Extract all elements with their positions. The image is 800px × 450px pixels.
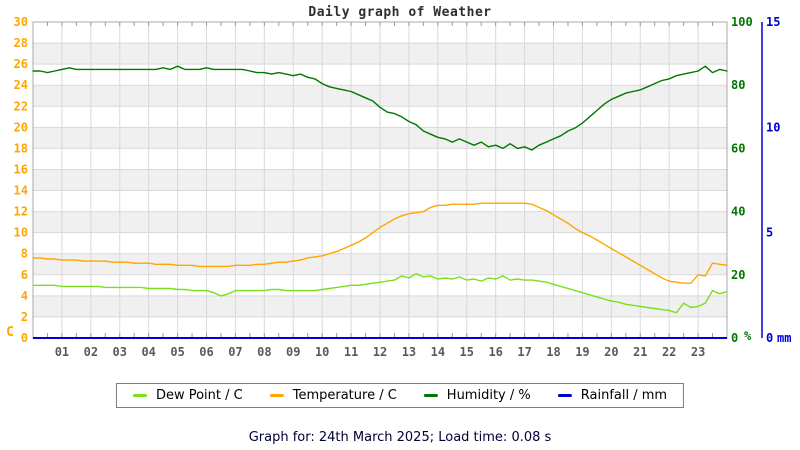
svg-text:22: 22 bbox=[662, 345, 676, 359]
svg-text:14: 14 bbox=[14, 184, 28, 198]
svg-text:17: 17 bbox=[517, 345, 531, 359]
svg-text:13: 13 bbox=[402, 345, 416, 359]
svg-text:mm: mm bbox=[777, 331, 791, 345]
svg-text:C: C bbox=[6, 325, 14, 340]
svg-text:10: 10 bbox=[766, 120, 780, 134]
svg-text:10: 10 bbox=[315, 345, 329, 359]
svg-text:28: 28 bbox=[14, 36, 28, 50]
svg-text:12: 12 bbox=[373, 345, 387, 359]
svg-text:23: 23 bbox=[691, 345, 705, 359]
legend-item-temperature: Temperature / C bbox=[269, 388, 397, 403]
svg-text:8: 8 bbox=[21, 247, 28, 261]
svg-text:18: 18 bbox=[14, 141, 28, 155]
svg-text:20: 20 bbox=[14, 120, 28, 134]
svg-text:04: 04 bbox=[141, 345, 155, 359]
dew-point-swatch-icon bbox=[132, 394, 147, 397]
svg-text:16: 16 bbox=[488, 345, 502, 359]
svg-text:06: 06 bbox=[199, 345, 213, 359]
svg-text:0: 0 bbox=[731, 331, 738, 345]
svg-text:6: 6 bbox=[21, 268, 28, 282]
svg-text:24: 24 bbox=[14, 78, 28, 92]
svg-text:100: 100 bbox=[731, 15, 753, 29]
legend-label-temperature: Temperature / C bbox=[292, 388, 397, 403]
svg-text:0: 0 bbox=[766, 331, 773, 345]
svg-text:22: 22 bbox=[14, 99, 28, 113]
legend-item-humidity: Humidity / % bbox=[423, 388, 531, 403]
svg-text:19: 19 bbox=[575, 345, 589, 359]
svg-text:10: 10 bbox=[14, 226, 28, 240]
svg-text:20: 20 bbox=[604, 345, 618, 359]
svg-text:11: 11 bbox=[344, 345, 358, 359]
temperature-swatch-icon bbox=[269, 394, 284, 397]
legend-label-dew-point: Dew Point / C bbox=[155, 388, 243, 403]
humidity-swatch-icon bbox=[423, 394, 438, 397]
legend-label-humidity: Humidity / % bbox=[446, 388, 531, 403]
chart-title: Daily graph of Weather bbox=[308, 5, 492, 20]
svg-text:08: 08 bbox=[257, 345, 271, 359]
svg-text:15: 15 bbox=[460, 345, 474, 359]
svg-text:20: 20 bbox=[731, 268, 745, 282]
svg-text:14: 14 bbox=[431, 345, 445, 359]
svg-text:2: 2 bbox=[21, 310, 28, 324]
svg-text:4: 4 bbox=[21, 289, 28, 303]
chart-legend: Dew Point / C Temperature / C Humidity /… bbox=[115, 383, 685, 408]
legend-item-dew-point: Dew Point / C bbox=[132, 388, 243, 403]
svg-text:60: 60 bbox=[731, 141, 745, 155]
svg-text:40: 40 bbox=[731, 205, 745, 219]
svg-text:18: 18 bbox=[546, 345, 560, 359]
svg-text:07: 07 bbox=[228, 345, 242, 359]
svg-text:12: 12 bbox=[14, 205, 28, 219]
svg-text:15: 15 bbox=[766, 15, 780, 29]
svg-text:16: 16 bbox=[14, 162, 28, 176]
graph-caption: Graph for: 24th March 2025; Load time: 0… bbox=[248, 430, 552, 445]
svg-text:0: 0 bbox=[21, 331, 28, 345]
legend-item-rainfall: Rainfall / mm bbox=[557, 388, 668, 403]
rainfall-swatch-icon bbox=[557, 394, 572, 397]
svg-text:01: 01 bbox=[55, 345, 69, 359]
svg-text:30: 30 bbox=[14, 15, 28, 29]
svg-text:03: 03 bbox=[113, 345, 127, 359]
svg-text:80: 80 bbox=[731, 78, 745, 92]
svg-text:%: % bbox=[744, 329, 752, 343]
svg-text:5: 5 bbox=[766, 226, 773, 240]
svg-text:02: 02 bbox=[84, 345, 98, 359]
legend-label-rainfall: Rainfall / mm bbox=[580, 388, 668, 403]
svg-text:21: 21 bbox=[633, 345, 647, 359]
svg-text:09: 09 bbox=[286, 345, 300, 359]
svg-text:05: 05 bbox=[170, 345, 184, 359]
svg-text:26: 26 bbox=[14, 57, 28, 71]
